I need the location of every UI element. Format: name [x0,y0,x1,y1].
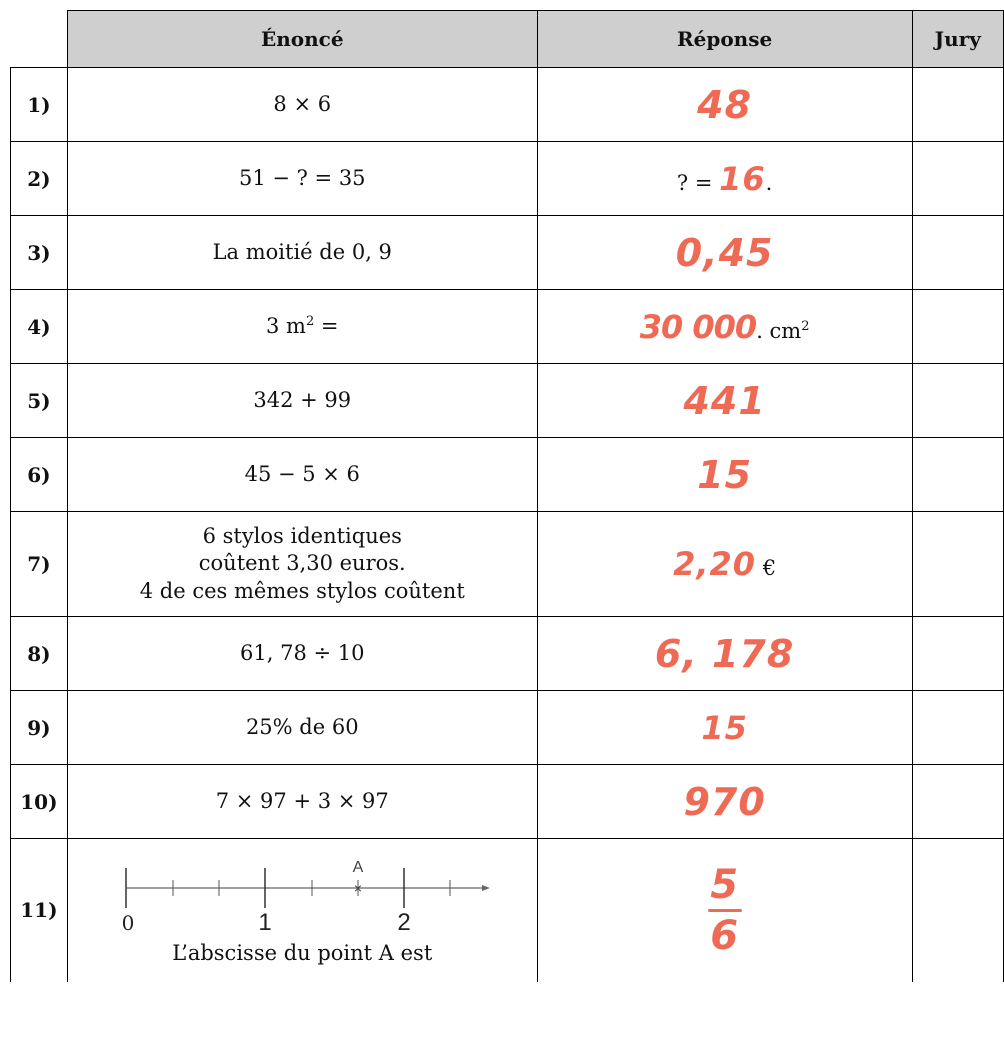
row-number: 6) [10,437,68,512]
row-answer-cell: 5 6 [536,838,913,982]
statement-text: 3 m [266,313,306,338]
row-statement-text: L’abscisse du point A est [172,940,433,965]
row-statement: La moitié de 0, 9 [66,215,538,290]
row-statement: 25% de 60 [66,690,538,765]
row-answer-cell: 15 [536,690,913,765]
table-row: 10) 7 × 97 + 3 × 97 970 [10,764,1004,839]
table-row: 4) 3 m2 = 30 000. cm2 [10,289,1004,364]
answer-exponent: 2 [801,318,810,334]
row-statement: 61, 78 ÷ 10 [66,616,538,691]
number-line-label-1: 1 [259,909,272,936]
table-row: 3) La moitié de 0, 9 0,45 [10,215,1004,290]
row-number: 11) [10,838,68,982]
answer-suffix: . [765,170,773,195]
row-statement: 3 m2 = [66,289,538,364]
table-row: 7) 6 stylos identiques coûtent 3,30 euro… [10,511,1004,617]
handwritten-answer: 970 [683,779,766,824]
jury-cell [911,215,1004,290]
table-row: 11) × A 0 1 2 [10,838,1004,982]
handwritten-answer: 48 [697,82,753,127]
jury-cell [911,616,1004,691]
row-answer-cell: 48 [536,67,913,142]
jury-cell [911,437,1004,512]
row-number: 10) [10,764,68,839]
fraction-bar [707,908,742,912]
row-statement: 45 − 5 × 6 [66,437,538,512]
statement-line: 4 de ces mêmes stylos coûtent [139,578,465,603]
handwritten-fraction: 5 6 [707,861,742,959]
row-statement: 51 − ? = 35 [66,141,538,216]
header-blank-cell [10,10,68,68]
answer-sheet-table: Énoncé Réponse Jury 1) 8 × 6 48 2) 51 − … [10,10,1004,982]
row-number: 3) [10,215,68,290]
header-answer: Réponse [536,10,913,68]
handwritten-answer: 6, 178 [654,631,795,676]
number-line-label-0: 0 [122,911,135,935]
table-row: 5) 342 + 99 441 [10,363,1004,438]
point-a-label: A [353,859,364,876]
row-answer-cell: 441 [536,363,913,438]
row-statement: × A 0 1 2 L’abscisse du point A est [66,838,538,982]
table-row: 9) 25% de 60 15 [10,690,1004,765]
row-statement: 342 + 99 [66,363,538,438]
fraction-denominator: 6 [710,912,740,959]
point-a-mark: × [354,880,362,896]
row-answer-cell: 15 [536,437,913,512]
jury-cell [911,67,1004,142]
row-answer-cell: 30 000. cm2 [536,289,913,364]
row-number: 5) [10,363,68,438]
handwritten-answer: 16 [719,159,766,198]
row-number: 9) [10,690,68,765]
row-number: 2) [10,141,68,216]
table-row: 6) 45 − 5 × 6 15 [10,437,1004,512]
row-answer-cell: 6, 178 [536,616,913,691]
fraction-numerator: 5 [710,861,740,908]
table-row: 8) 61, 78 ÷ 10 6, 178 [10,616,1004,691]
statement-suffix: = [314,313,339,338]
handwritten-answer: 0,45 [675,230,774,275]
jury-cell [911,511,1004,617]
jury-cell [911,764,1004,839]
row-number: 1) [10,67,68,142]
row-answer-cell: 970 [536,764,913,839]
handwritten-answer: 15 [697,452,753,497]
header-jury: Jury [911,10,1004,68]
row-answer-cell: ? = 16. [536,141,913,216]
table-row: 1) 8 × 6 48 [10,67,1004,142]
handwritten-answer: 441 [683,378,766,423]
jury-cell [911,289,1004,364]
handwritten-answer: 15 [701,708,748,747]
jury-cell [911,690,1004,765]
number-line-arrow [482,884,491,891]
answer-suffix: € [756,556,777,580]
row-statement: 7 × 97 + 3 × 97 [66,764,538,839]
row-number: 7) [10,511,68,617]
row-answer-cell: 0,45 [536,215,913,290]
number-line-figure: × A 0 1 2 [122,859,491,936]
row-number: 4) [10,289,68,364]
jury-cell [911,363,1004,438]
handwritten-answer: 30 000 [639,307,757,346]
row-number: 8) [10,616,68,691]
header-statement: Énoncé [66,10,538,68]
handwritten-answer: 2,20 [673,545,757,583]
row-statement: 6 stylos identiques coûtent 3,30 euros. … [66,511,538,617]
row-answer-cell: 2,20 € [536,511,913,617]
statement-line: 6 stylos identiques [202,524,402,549]
jury-cell [911,141,1004,216]
answer-suffix: . cm [756,318,802,343]
jury-cell [911,838,1004,982]
row-statement: 8 × 6 [66,67,538,142]
statement-exponent: 2 [305,313,315,329]
answer-prefix: ? = [676,170,713,195]
number-line-label-2: 2 [398,909,411,936]
header-row: Énoncé Réponse Jury [10,10,1004,68]
statement-line: coûtent 3,30 euros. [198,551,406,576]
table-row: 2) 51 − ? = 35 ? = 16. [10,141,1004,216]
